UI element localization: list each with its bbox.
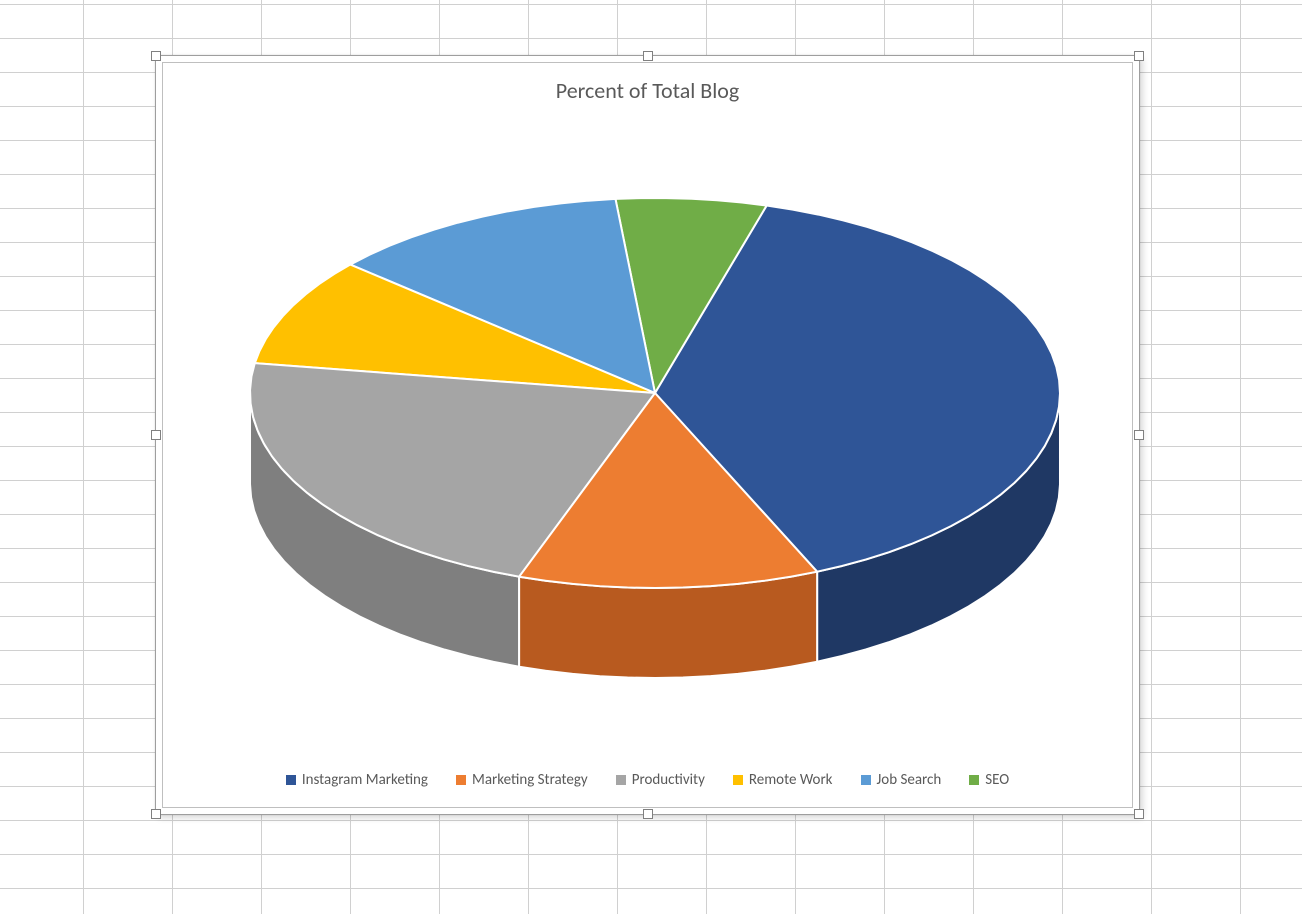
legend-swatch [286,775,296,785]
legend-label: Marketing Strategy [472,771,588,789]
legend-item[interactable]: Remote Work [733,771,833,789]
chart-title[interactable]: Percent of Total Blog [163,77,1132,104]
legend-item[interactable]: Marketing Strategy [456,771,588,789]
chart-legend[interactable]: Instagram Marketing Marketing Strategy Pro… [163,771,1132,789]
resize-handle-sw[interactable] [151,809,161,819]
resize-handle-w[interactable] [151,430,161,440]
pie-chart-3d[interactable] [183,123,1112,727]
resize-handle-e[interactable] [1134,430,1144,440]
resize-handle-s[interactable] [643,809,653,819]
resize-handle-ne[interactable] [1134,51,1144,61]
legend-label: Job Search [877,771,942,789]
pie-top [250,198,1060,588]
legend-swatch [616,775,626,785]
legend-swatch [969,775,979,785]
resize-handle-n[interactable] [643,51,653,61]
resize-handle-nw[interactable] [151,51,161,61]
chart-object[interactable]: Percent of Total Blog Instagram Marketin… [155,55,1140,815]
legend-item[interactable]: Instagram Marketing [286,771,428,789]
chart-plot-border: Percent of Total Blog Instagram Marketin… [162,62,1133,808]
legend-label: SEO [985,771,1009,789]
legend-label: Instagram Marketing [302,771,428,789]
legend-item[interactable]: Job Search [861,771,942,789]
legend-item[interactable]: Productivity [616,771,705,789]
legend-swatch [861,775,871,785]
legend-item[interactable]: SEO [969,771,1009,789]
legend-label: Remote Work [749,771,833,789]
pie-svg [183,123,1128,743]
legend-label: Productivity [632,771,705,789]
legend-swatch [733,775,743,785]
resize-handle-se[interactable] [1134,809,1144,819]
legend-swatch [456,775,466,785]
